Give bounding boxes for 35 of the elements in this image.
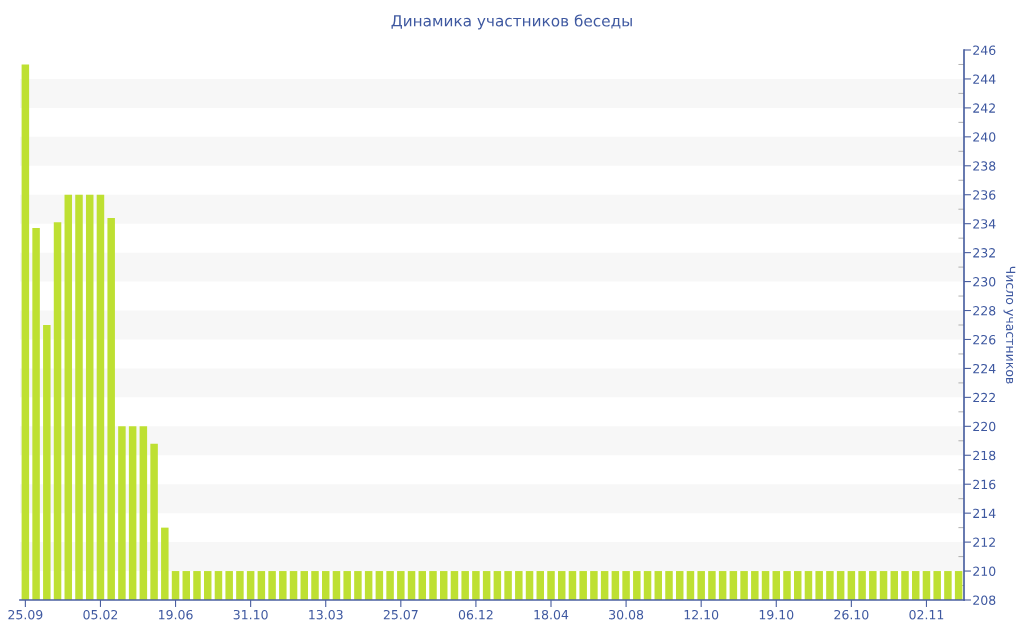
x-tick-label: 19.10 — [759, 609, 794, 620]
chart-title: Динамика участников беседы — [391, 14, 632, 30]
y-tick-label: 242 — [973, 103, 995, 113]
x-tick-label: 13.03 — [309, 609, 343, 620]
x-tick-label: 26.10 — [834, 609, 869, 620]
y-tick-label: 228 — [973, 306, 996, 316]
x-tick-label: 30.08 — [609, 609, 644, 620]
y-tick-label: 218 — [973, 450, 996, 461]
x-tick-label: 25.09 — [8, 609, 43, 620]
y-tick-label: 222 — [973, 392, 995, 403]
x-tick-label: 31.10 — [233, 609, 268, 620]
y-tick-label: 216 — [973, 479, 996, 490]
x-tick-label: 06.12 — [458, 609, 493, 620]
y-tick-label: 236 — [973, 190, 996, 200]
y-tick-label: 210 — [973, 566, 996, 576]
y-tick-label: 240 — [973, 132, 996, 142]
x-tick-label: 02.11 — [909, 609, 944, 620]
x-tick-label: 18.04 — [534, 609, 569, 620]
y-tick-label: 212 — [973, 537, 995, 547]
y-tick-label: 232 — [973, 248, 995, 258]
y-tick-label: 234 — [973, 219, 996, 229]
y-tick-label: 220 — [973, 421, 996, 432]
y-tick-label: 238 — [973, 161, 996, 171]
y-tick-label: 244 — [973, 74, 996, 84]
x-tick-label: 12.10 — [684, 609, 719, 620]
y-tick-label: 226 — [973, 334, 996, 345]
x-tick-label: 19.06 — [159, 609, 193, 620]
y-tick-label: 214 — [973, 508, 996, 518]
y-tick-label: 230 — [973, 277, 996, 287]
y-axis-title: Число участников — [1003, 266, 1016, 384]
x-tick-label: 05.02 — [83, 609, 118, 620]
y-tick-label: 208 — [973, 595, 996, 605]
y-tick-label: 246 — [973, 45, 996, 55]
x-tick-label: 25.07 — [383, 609, 418, 620]
y-tick-label: 224 — [973, 363, 996, 374]
